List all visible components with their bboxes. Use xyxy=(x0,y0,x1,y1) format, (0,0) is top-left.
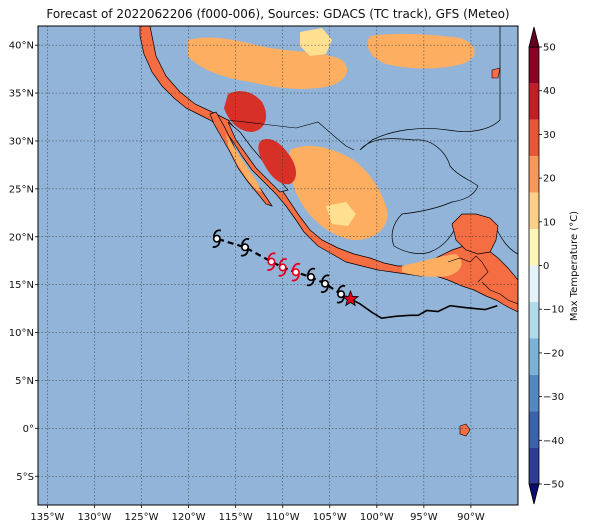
past-track-line xyxy=(350,298,498,320)
current-position-star xyxy=(341,289,360,307)
hurricane-symbol xyxy=(267,252,276,271)
tropical-storm-symbol xyxy=(320,274,330,293)
figure-title: Forecast of 2022062206 (f000-006), Sourc… xyxy=(46,7,509,21)
colorbar-tick-label: 0 xyxy=(543,261,549,272)
lon-tick-label: 120°W xyxy=(172,512,206,523)
colorbar-segment xyxy=(529,47,539,84)
lat-tick-label: 10°N xyxy=(9,328,34,339)
lat-tick-label: 5°S xyxy=(16,472,34,483)
lon-tick-label: 110°W xyxy=(266,512,300,523)
colorbar-segment xyxy=(529,338,539,375)
tropical-storm-symbol xyxy=(212,229,222,248)
colorbar-segment xyxy=(529,411,539,448)
colorbar-tick-label: 40 xyxy=(543,86,556,97)
warm-zone-mexico-plateau xyxy=(288,145,388,240)
colorbar-tick-label: 30 xyxy=(543,130,556,141)
tropical-storm-symbol xyxy=(306,267,316,287)
colorbar-segment xyxy=(529,374,539,412)
colorbar-segment xyxy=(529,265,539,302)
lon-tick-label: 135°W xyxy=(30,512,64,523)
border-us-mexico xyxy=(227,119,355,151)
warm-zone-baja xyxy=(226,134,262,192)
warm-zone-northeast xyxy=(367,33,475,69)
lat-tick-label: 40°N xyxy=(9,41,34,52)
lat-tick-label: 30°N xyxy=(9,136,34,147)
colorbar-extend-max xyxy=(528,26,540,48)
lat-tick-label: 0° xyxy=(23,424,34,435)
lon-tick-label: 115°W xyxy=(219,512,253,523)
map-panel xyxy=(37,25,519,506)
mild-zone-high-plateau xyxy=(326,202,356,226)
gridlines xyxy=(38,26,518,505)
colorbar-tick-label: 50 xyxy=(543,43,556,54)
gulf-of-mexico xyxy=(359,26,518,255)
warm-zone-north xyxy=(188,37,348,89)
tc-track xyxy=(212,229,498,320)
lon-tick-label: 125°W xyxy=(125,512,159,523)
colorbar-label: Max Temperature (°C) xyxy=(569,211,580,321)
mild-zone-north xyxy=(300,28,332,56)
colorbar-segment xyxy=(529,83,539,120)
land-yucatan xyxy=(451,213,499,255)
colorbar-tick-label: 10 xyxy=(543,217,556,228)
warm-zone-central-america xyxy=(402,254,462,277)
tropical-storm-symbol xyxy=(240,238,250,257)
lon-tick-label: 130°W xyxy=(77,512,111,523)
colorbar-tick-label: −10 xyxy=(543,305,564,316)
island-cuba xyxy=(491,67,501,79)
colorbar-tick-label: −50 xyxy=(543,480,564,491)
colorbar-segment xyxy=(529,192,539,230)
island-revillagigedo xyxy=(459,423,471,437)
lat-tick-label: 25°N xyxy=(9,184,34,195)
colorbar-extend-min xyxy=(528,483,540,505)
lat-tick-label: 35°N xyxy=(9,89,34,100)
colorbar-tick-label: 20 xyxy=(543,174,556,185)
lat-tick-label: 5°N xyxy=(15,376,34,387)
colorbar-segment xyxy=(529,301,539,339)
colorbar-segment xyxy=(529,119,539,157)
hot-zone-desert xyxy=(224,91,267,132)
lon-tick-label: 105°W xyxy=(313,512,347,523)
lat-tick-label: 15°N xyxy=(9,280,34,291)
colorbar-tick-label: −40 xyxy=(543,436,564,447)
hurricane-symbol xyxy=(291,262,301,282)
colorbar-tick-label: −30 xyxy=(543,392,564,403)
map-frame xyxy=(37,25,519,506)
land-layer xyxy=(139,26,518,437)
hot-zone-sonora xyxy=(258,138,296,185)
tropical-storm-symbol xyxy=(336,285,346,304)
lon-tick-label: 100°W xyxy=(360,512,394,523)
colorbar-tick-label: −20 xyxy=(543,348,564,359)
border-central-america xyxy=(481,281,518,305)
latitude-axis: 40°N 35°N 30°N 25°N 20°N 15°N 10°N 5°N 0° 5°S xyxy=(9,41,38,483)
colorbar-segment xyxy=(529,156,539,193)
longitude-axis: 135°W 130°W 125°W 120°W 115°W 110°W 105°W 100°W… xyxy=(30,505,485,523)
hurricane-symbol xyxy=(278,258,288,277)
colorbar: 50 40 30 20 10 0 −10 −20 −30 −40 −50 xyxy=(528,26,564,505)
border-mexico-guatemala xyxy=(447,255,489,283)
lon-tick-label: 90°W xyxy=(457,512,485,523)
colorbar-segment xyxy=(529,447,539,484)
lon-tick-label: 95°W xyxy=(410,512,438,523)
colorbar-segment xyxy=(529,229,539,266)
lat-tick-label: 20°N xyxy=(9,232,34,243)
